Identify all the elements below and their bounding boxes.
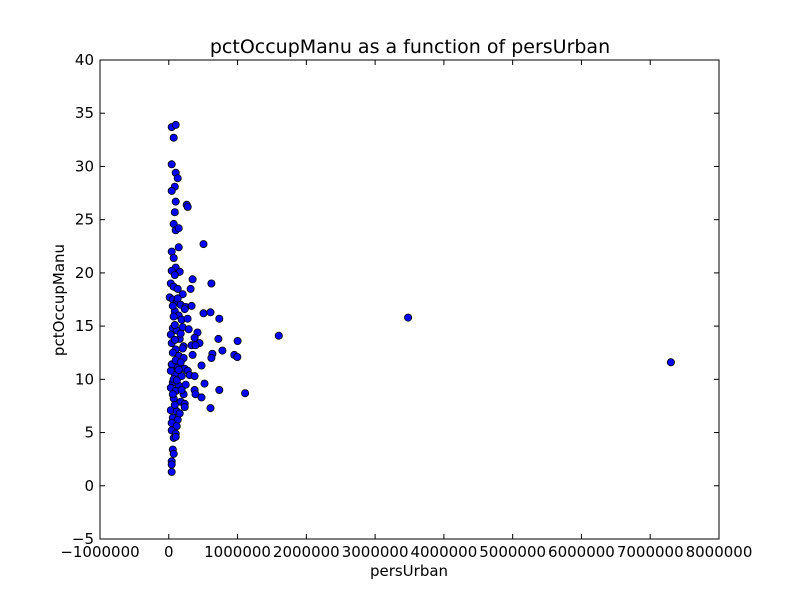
data-point: [181, 380, 190, 389]
x-tick-label: 5000000: [479, 543, 546, 561]
data-point: [175, 409, 184, 418]
data-point: [174, 365, 183, 374]
data-point: [167, 460, 176, 469]
data-point: [404, 313, 413, 322]
data-point: [169, 253, 178, 262]
data-point: [274, 331, 283, 340]
data-point: [206, 308, 215, 317]
y-tick-label: 25: [75, 211, 94, 229]
data-point: [167, 467, 176, 476]
data-point: [197, 361, 206, 370]
data-point: [169, 133, 178, 142]
data-point: [199, 309, 208, 318]
y-tick-label: −5: [72, 530, 94, 548]
x-tick-label: 7000000: [617, 543, 684, 561]
x-tick-label: 8000000: [686, 543, 753, 561]
data-point: [176, 358, 185, 367]
data-point: [166, 366, 175, 375]
data-point: [168, 348, 177, 357]
data-point: [171, 432, 180, 441]
data-point: [170, 335, 179, 344]
x-tick-label: 0: [164, 543, 174, 561]
data-point: [170, 270, 179, 279]
data-point: [186, 284, 195, 293]
data-point: [191, 341, 200, 350]
data-point: [180, 305, 189, 314]
data-point: [178, 344, 187, 353]
data-point: [173, 294, 182, 303]
x-tick-label: 2000000: [273, 543, 340, 561]
data-point: [168, 390, 177, 399]
data-point: [666, 358, 675, 367]
y-tick-label: 0: [84, 477, 94, 495]
data-point: [171, 120, 180, 129]
axis-ticks: −1000000 0 1000000 2000000 3000000 4000000 500…: [60, 51, 752, 561]
data-point: [169, 312, 178, 321]
data-point: [174, 243, 183, 252]
data-point: [180, 402, 189, 411]
data-point: [172, 376, 181, 385]
data-point: [166, 330, 175, 339]
data-point: [176, 329, 185, 338]
data-point: [241, 389, 250, 398]
x-tick-label: −1000000: [60, 543, 139, 561]
data-point: [215, 385, 224, 394]
data-point: [169, 449, 178, 458]
y-tick-label: 30: [75, 157, 94, 175]
data-point: [170, 400, 179, 409]
data-point: [190, 372, 199, 381]
data-point: [218, 346, 227, 355]
data-point: [233, 336, 242, 345]
data-point: [170, 320, 179, 329]
data-point: [174, 224, 183, 233]
axes-frame: [99, 59, 720, 540]
y-tick-label: 20: [75, 264, 94, 282]
data-point: [188, 275, 197, 284]
data-point: [199, 240, 208, 249]
data-point: [183, 202, 192, 211]
data-point: [184, 325, 193, 334]
y-axis-label: pctOccupManu: [50, 244, 68, 356]
x-tick-label: 1000000: [204, 543, 271, 561]
data-point: [207, 279, 216, 288]
data-point: [177, 385, 186, 394]
y-tick-label: 15: [75, 317, 94, 335]
data-point: [206, 404, 215, 413]
data-point: [187, 301, 196, 310]
y-tick-label: 10: [75, 370, 94, 388]
data-point: [233, 352, 242, 361]
data-point: [188, 350, 197, 359]
data-point: [173, 174, 182, 183]
data-point: [214, 334, 223, 343]
x-axis-label: persUrban: [370, 562, 448, 580]
x-tick-label: 6000000: [548, 543, 615, 561]
plot-area: [165, 120, 675, 476]
data-point: [173, 284, 182, 293]
x-tick-label: 4000000: [410, 543, 477, 561]
data-point: [183, 314, 192, 323]
data-point: [207, 353, 216, 362]
data-point: [215, 314, 224, 323]
y-tick-label: 35: [75, 104, 94, 122]
data-point: [197, 393, 206, 402]
data-point: [200, 379, 209, 388]
y-tick-label: 5: [84, 424, 94, 442]
data-point: [168, 301, 177, 310]
data-point: [167, 160, 176, 169]
data-point: [170, 208, 179, 217]
data-point: [190, 333, 199, 342]
chart-title: pctOccupManu as a function of persUrban: [210, 36, 610, 58]
x-tick-label: 3000000: [342, 543, 409, 561]
y-tick-label: 40: [75, 51, 94, 69]
data-point: [171, 197, 180, 206]
data-point: [167, 186, 176, 195]
